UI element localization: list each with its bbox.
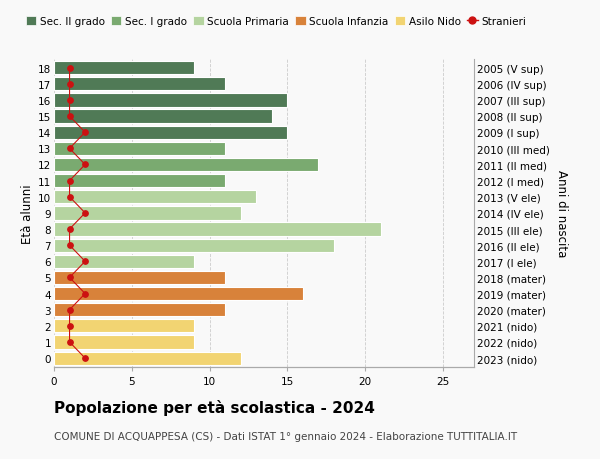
- Point: [65, 113, 74, 121]
- Bar: [54, 239, 334, 252]
- Bar: [54, 94, 287, 107]
- Bar: [54, 191, 256, 204]
- Y-axis label: Età alunni: Età alunni: [21, 184, 34, 243]
- Point: [65, 97, 74, 104]
- Point: [65, 81, 74, 88]
- Bar: [54, 223, 380, 236]
- Y-axis label: Anni di nascita: Anni di nascita: [555, 170, 568, 257]
- Point: [80, 162, 90, 169]
- Point: [65, 65, 74, 72]
- Bar: [54, 142, 225, 156]
- Text: COMUNE DI ACQUAPPESA (CS) - Dati ISTAT 1° gennaio 2024 - Elaborazione TUTTITALIA: COMUNE DI ACQUAPPESA (CS) - Dati ISTAT 1…: [54, 431, 517, 442]
- Point: [65, 146, 74, 153]
- Point: [65, 194, 74, 201]
- Bar: [54, 352, 241, 365]
- Bar: [54, 255, 194, 269]
- Bar: [54, 287, 303, 301]
- Point: [80, 129, 90, 137]
- Point: [80, 290, 90, 297]
- Bar: [54, 62, 194, 75]
- Point: [65, 178, 74, 185]
- Bar: [54, 271, 225, 285]
- Point: [65, 306, 74, 313]
- Point: [65, 242, 74, 249]
- Bar: [54, 158, 319, 172]
- Point: [65, 226, 74, 233]
- Bar: [54, 336, 194, 349]
- Text: Popolazione per età scolastica - 2024: Popolazione per età scolastica - 2024: [54, 399, 375, 415]
- Point: [65, 323, 74, 330]
- Point: [80, 210, 90, 217]
- Point: [65, 339, 74, 346]
- Bar: [54, 174, 225, 188]
- Bar: [54, 126, 287, 140]
- Legend: Sec. II grado, Sec. I grado, Scuola Primaria, Scuola Infanzia, Asilo Nido, Stran: Sec. II grado, Sec. I grado, Scuola Prim…: [26, 17, 526, 27]
- Bar: [54, 207, 241, 220]
- Bar: [54, 78, 225, 91]
- Point: [65, 274, 74, 281]
- Bar: [54, 303, 225, 317]
- Point: [80, 258, 90, 265]
- Bar: [54, 110, 272, 123]
- Bar: [54, 319, 194, 333]
- Point: [80, 355, 90, 362]
